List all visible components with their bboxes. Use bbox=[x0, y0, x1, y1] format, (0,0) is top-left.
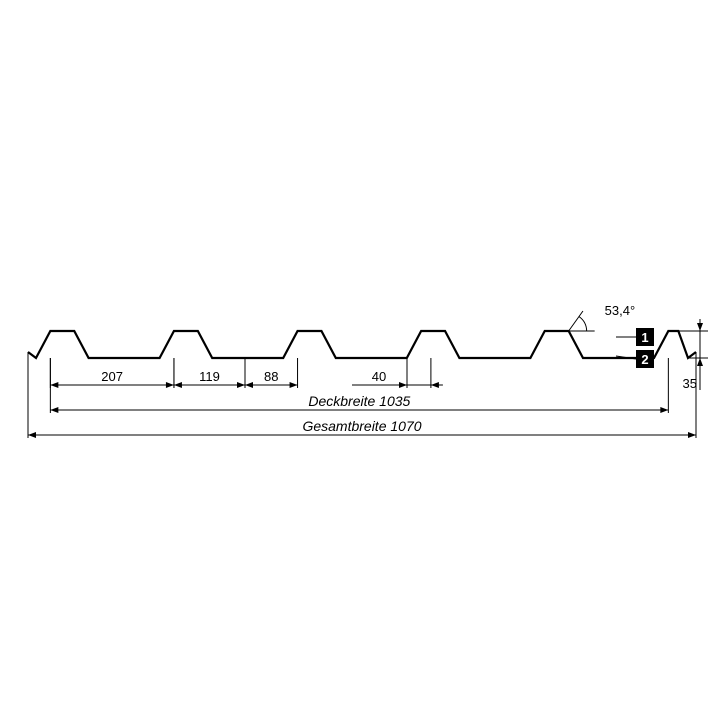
sheet-profile bbox=[28, 331, 696, 358]
angle-label: 53,4° bbox=[605, 303, 636, 318]
dim-88-label: 88 bbox=[264, 369, 278, 384]
badge-1-label: 1 bbox=[641, 330, 648, 345]
dim-deckbreite-label: Deckbreite 1035 bbox=[308, 393, 410, 409]
dim-207-label: 207 bbox=[101, 369, 123, 384]
arrowhead bbox=[50, 407, 58, 413]
arrowhead bbox=[431, 382, 439, 388]
dim-40-label: 40 bbox=[372, 369, 386, 384]
arrowhead bbox=[237, 382, 245, 388]
badge-2-label: 2 bbox=[641, 352, 648, 367]
dim-119-label: 119 bbox=[199, 369, 220, 384]
arrowhead bbox=[660, 407, 668, 413]
angle-slope-leg bbox=[569, 311, 583, 331]
arrowhead bbox=[28, 432, 36, 438]
arrowhead bbox=[697, 323, 703, 331]
arrowhead bbox=[166, 382, 174, 388]
arrowhead bbox=[245, 382, 253, 388]
profile-diagram: 53,4° 207 119 88 40 Deckbreite 1035 Gesamtbrei… bbox=[0, 0, 725, 725]
angle-arc bbox=[579, 317, 587, 331]
arrowhead bbox=[290, 382, 298, 388]
arrowhead bbox=[50, 382, 58, 388]
arrowhead bbox=[174, 382, 182, 388]
arrowhead bbox=[399, 382, 407, 388]
arrowhead bbox=[688, 432, 696, 438]
dim-gesamtbreite-label: Gesamtbreite 1070 bbox=[302, 418, 421, 434]
arrowhead bbox=[697, 358, 703, 366]
dim-35-label: 35 bbox=[683, 376, 697, 391]
